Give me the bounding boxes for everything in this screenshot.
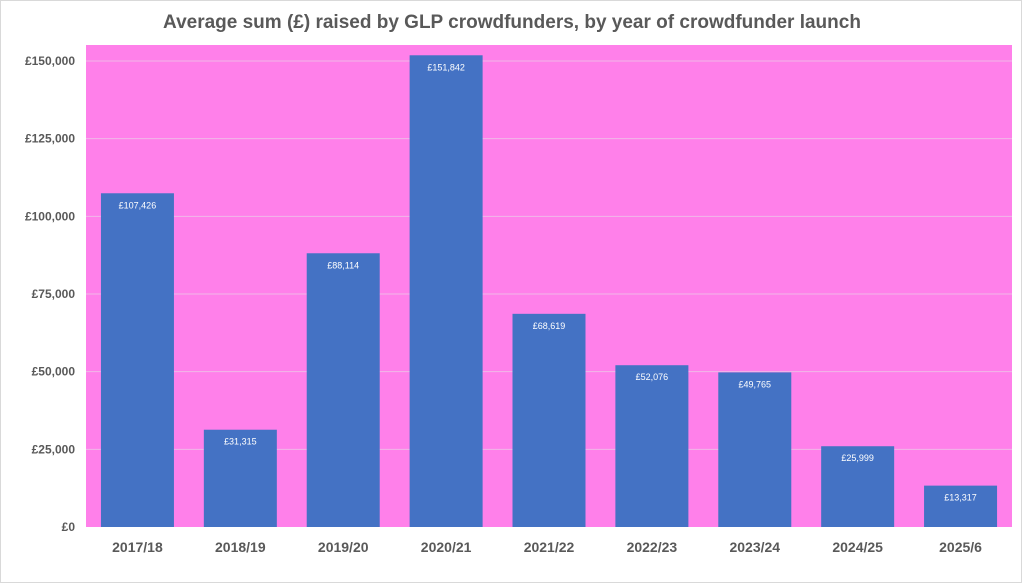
bar xyxy=(615,365,689,527)
x-tick-label: 2021/22 xyxy=(524,539,575,555)
data-label: £151,842 xyxy=(427,62,465,72)
data-label: £68,619 xyxy=(533,321,566,331)
y-tick-label: £75,000 xyxy=(32,287,76,301)
x-tick-label: 2023/24 xyxy=(729,539,780,555)
y-tick-label: £150,000 xyxy=(25,54,75,68)
data-label: £25,999 xyxy=(841,453,874,463)
data-label: £52,076 xyxy=(636,372,669,382)
y-tick-label: £25,000 xyxy=(32,442,76,456)
bar xyxy=(306,253,380,528)
data-label: £13,317 xyxy=(944,493,977,503)
bar xyxy=(512,313,586,527)
x-tick-label: 2025/6 xyxy=(939,539,982,555)
bar xyxy=(100,193,174,527)
chart-title: Average sum (£) raised by GLP crowdfunde… xyxy=(163,12,861,33)
x-tick-label: 2017/18 xyxy=(112,539,163,555)
data-label: £31,315 xyxy=(224,437,257,447)
bar xyxy=(718,372,792,527)
y-tick-label: £100,000 xyxy=(25,209,75,223)
bar xyxy=(203,429,277,527)
bar xyxy=(821,446,895,527)
y-tick-label: £50,000 xyxy=(32,365,76,379)
x-tick-label: 2022/23 xyxy=(627,539,678,555)
data-label: £107,426 xyxy=(119,200,157,210)
y-tick-label: £125,000 xyxy=(25,132,75,146)
bar xyxy=(409,55,483,527)
x-tick-label: 2018/19 xyxy=(215,539,266,555)
x-tick-label: 2020/21 xyxy=(421,539,472,555)
data-label: £49,765 xyxy=(739,379,772,389)
bar xyxy=(924,485,998,527)
data-label: £88,114 xyxy=(327,260,359,270)
y-tick-label: £0 xyxy=(62,520,76,534)
x-tick-label: 2019/20 xyxy=(318,539,369,555)
x-tick-label: 2024/25 xyxy=(832,539,883,555)
